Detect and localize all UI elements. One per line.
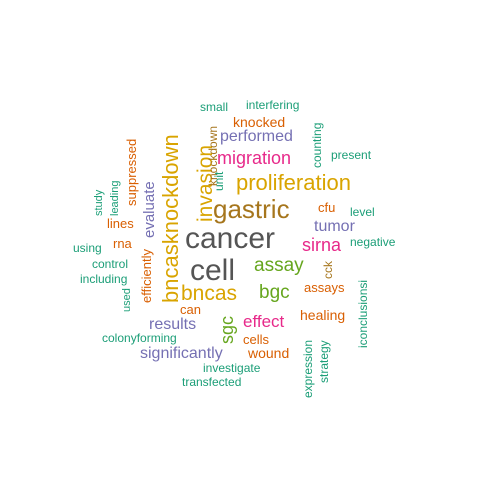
word-used: used	[121, 288, 133, 312]
word-efficiently: efficiently	[139, 249, 154, 303]
word-including: including	[80, 272, 128, 286]
word-cell: cell	[190, 254, 236, 287]
word-strategy: strategy	[317, 340, 331, 383]
word-gastric: gastric	[213, 194, 290, 224]
word-cancer: cancer	[185, 222, 276, 255]
word-assay: assay	[254, 255, 304, 276]
word-present: present	[331, 148, 372, 162]
word-significantly: significantly	[140, 345, 223, 362]
word-suppressed: suppressed	[124, 138, 139, 206]
word-counting: counting	[310, 122, 324, 168]
word-healing: healing	[300, 307, 346, 323]
word-sirna: sirna	[302, 235, 342, 255]
word-cells: cells	[243, 332, 270, 347]
word-negative: negative	[350, 235, 396, 249]
word-interfering: interfering	[246, 98, 300, 112]
word-lines: lines	[107, 216, 134, 231]
word-wound: wound	[248, 345, 290, 361]
word-colonyforming: colonyforming	[102, 331, 177, 345]
word-using: using	[73, 241, 102, 255]
word-bncas: bncas	[181, 282, 238, 305]
word-tumor: tumor	[314, 218, 355, 235]
word-evaluate: evaluate	[141, 181, 158, 238]
word-expression: expression	[301, 339, 315, 398]
word-unit: unit	[212, 171, 226, 191]
word-assays: assays	[304, 280, 345, 295]
word-study: study	[93, 189, 105, 216]
word-small: small	[200, 100, 229, 114]
word-can: can	[180, 302, 201, 317]
word-leading: leading	[109, 180, 121, 216]
word-transfected: transfected	[182, 375, 242, 389]
word-cfu: cfu	[318, 200, 336, 215]
word-iconclusionsi: iconclusionsi	[356, 279, 370, 348]
word-investigate: investigate	[203, 361, 261, 375]
word-results: results	[149, 316, 197, 333]
word-cck: cck	[321, 261, 335, 279]
word-bgc: bgc	[259, 282, 290, 303]
word-rna: rna	[113, 236, 132, 251]
word-migration: migration	[217, 148, 292, 168]
word-sgc: sgc	[217, 315, 237, 344]
word-performed: performed	[220, 128, 293, 145]
word-level: level	[350, 205, 375, 219]
word-knocked: knocked	[233, 114, 286, 130]
word-effect: effect	[243, 312, 285, 331]
word-proliferation: proliferation	[236, 170, 351, 195]
word-bncasknockdown: bncasknockdown	[158, 134, 183, 303]
word-control: control	[92, 257, 129, 271]
